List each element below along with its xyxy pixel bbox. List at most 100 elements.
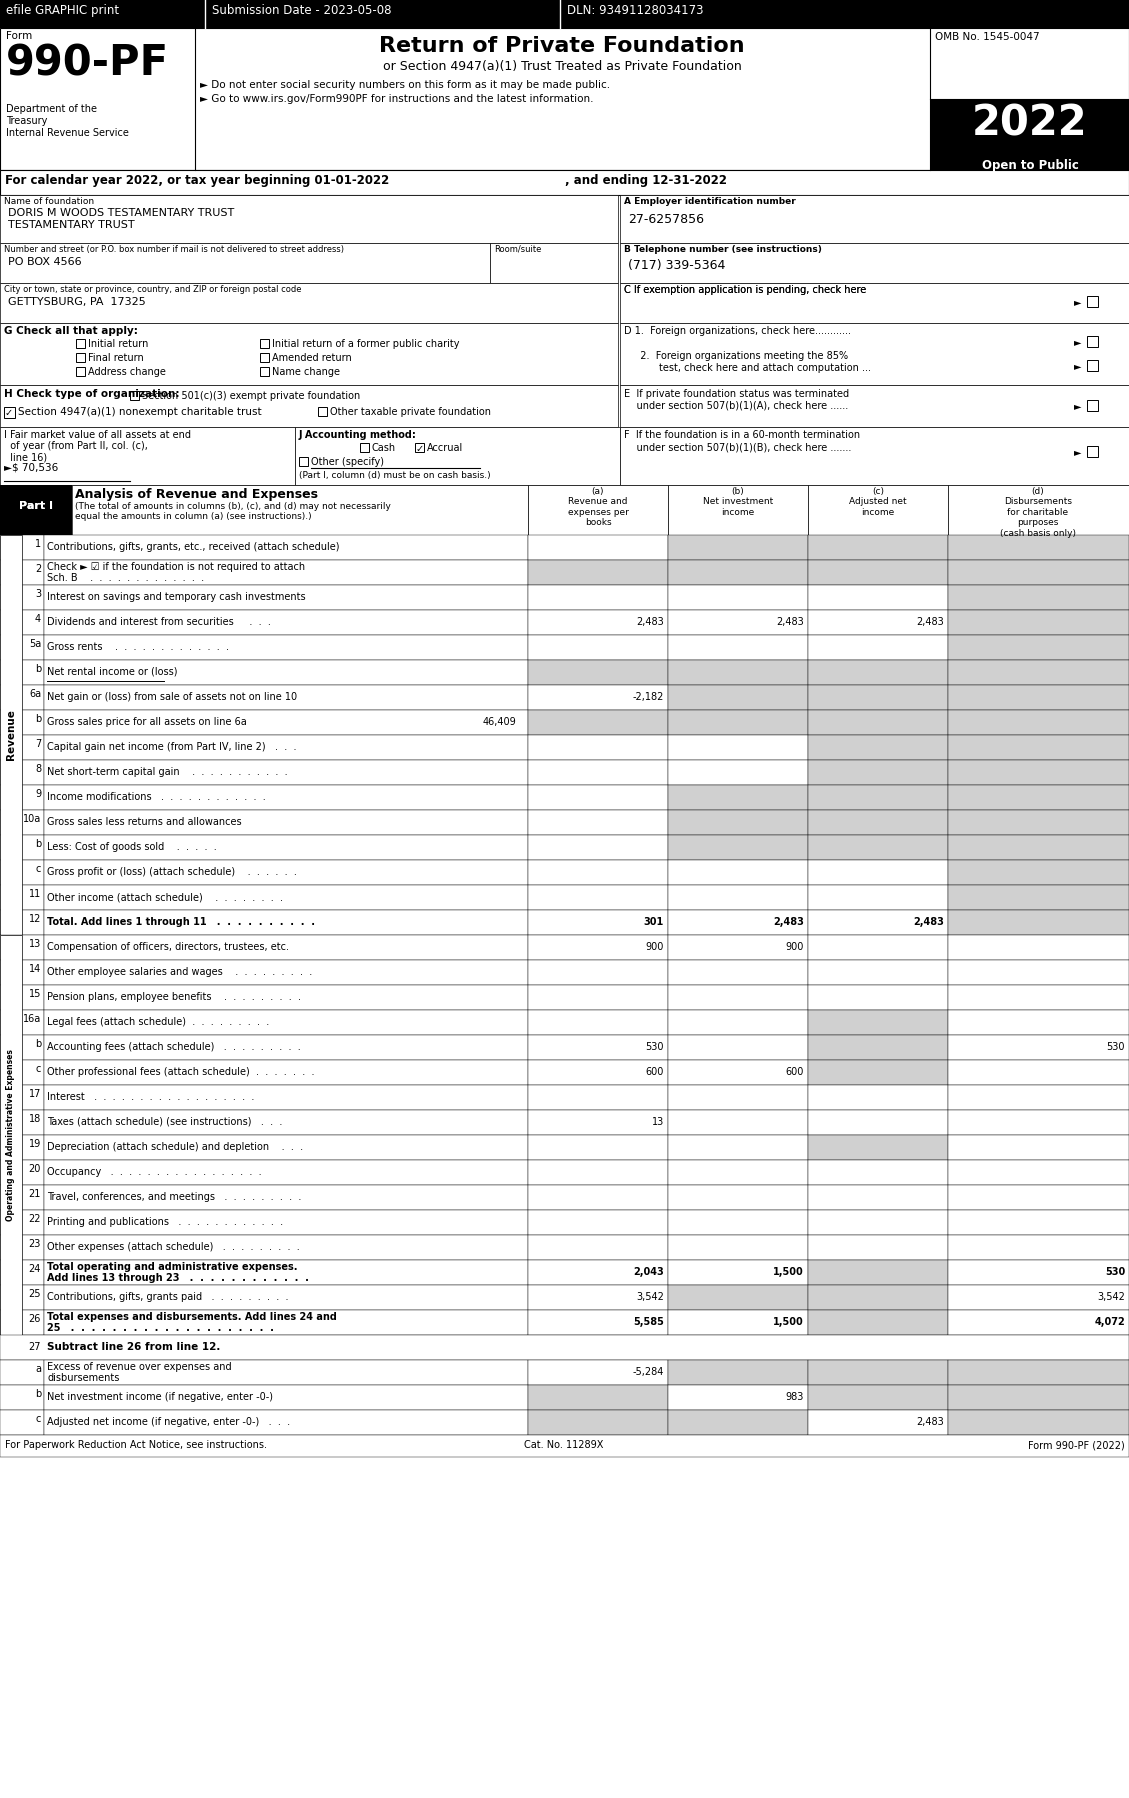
Bar [948, 1359, 1129, 1384]
Text: 990-PF: 990-PF [6, 41, 169, 85]
Text: DORIS M WOODS TESTAMENTARY TRUST: DORIS M WOODS TESTAMENTARY TRUST [8, 209, 234, 218]
Bar [0, 1359, 44, 1384]
Bar [528, 935, 668, 960]
Bar [44, 935, 528, 960]
Text: 301: 301 [644, 917, 664, 928]
Text: -2,182: -2,182 [632, 692, 664, 701]
Bar [808, 536, 948, 559]
Bar [808, 1286, 948, 1311]
Bar [318, 406, 327, 415]
Bar [668, 584, 808, 610]
Bar [44, 635, 528, 660]
Bar [808, 485, 948, 536]
Text: Accrual: Accrual [427, 442, 463, 453]
Text: ✓: ✓ [415, 444, 425, 455]
Text: 3,542: 3,542 [636, 1293, 664, 1302]
Bar [72, 485, 528, 536]
Bar [528, 1210, 668, 1235]
Bar [0, 1084, 44, 1109]
Text: (The total of amounts in columns (b), (c), and (d) may not necessarily: (The total of amounts in columns (b), (c… [75, 502, 391, 511]
Text: 600: 600 [646, 1066, 664, 1077]
Bar [948, 584, 1129, 610]
Bar [620, 194, 1129, 243]
Bar [1087, 336, 1099, 347]
Text: GETTYSBURG, PA  17325: GETTYSBURG, PA 17325 [8, 297, 146, 307]
Bar [44, 559, 528, 584]
Text: Contributions, gifts, grants, etc., received (attach schedule): Contributions, gifts, grants, etc., rece… [47, 541, 340, 552]
Text: 2,483: 2,483 [637, 617, 664, 628]
Text: 25: 25 [28, 1289, 41, 1298]
Bar [0, 485, 72, 536]
Bar [528, 1311, 668, 1334]
Bar [668, 960, 808, 985]
Bar [620, 426, 1129, 485]
Bar [528, 1185, 668, 1210]
Text: c: c [36, 1064, 41, 1073]
Text: City or town, state or province, country, and ZIP or foreign postal code: City or town, state or province, country… [5, 286, 301, 295]
Bar [808, 910, 948, 935]
Text: ► Do not enter social security numbers on this form as it may be made public.: ► Do not enter social security numbers o… [200, 79, 610, 90]
Text: 5,585: 5,585 [633, 1316, 664, 1327]
Bar [528, 859, 668, 885]
Text: 1,500: 1,500 [773, 1268, 804, 1277]
Bar [668, 635, 808, 660]
Bar [948, 559, 1129, 584]
Text: Other employee salaries and wages    .  .  .  .  .  .  .  .  .: Other employee salaries and wages . . . … [47, 967, 313, 976]
Text: 12: 12 [28, 913, 41, 924]
Text: 2022: 2022 [972, 102, 1088, 146]
Text: 530: 530 [1106, 1043, 1124, 1052]
Text: E  If private foundation status was terminated: E If private foundation status was termi… [624, 388, 849, 399]
Bar [1087, 360, 1099, 370]
Bar [668, 610, 808, 635]
Bar [0, 1260, 44, 1286]
Text: efile GRAPHIC print: efile GRAPHIC print [6, 4, 120, 16]
Text: b: b [35, 840, 41, 849]
Text: Check ► ☑ if the foundation is not required to attach: Check ► ☑ if the foundation is not requi… [47, 563, 305, 572]
Text: Interest on savings and temporary cash investments: Interest on savings and temporary cash i… [47, 592, 306, 602]
Bar [528, 985, 668, 1010]
Bar [0, 1235, 44, 1260]
Text: b: b [35, 663, 41, 674]
Bar [0, 1334, 1129, 1359]
Text: -5,284: -5,284 [632, 1366, 664, 1377]
Bar [620, 282, 1129, 324]
Text: (d)
Disbursements
for charitable
purposes
(cash basis only): (d) Disbursements for charitable purpose… [1000, 487, 1076, 538]
Text: test, check here and attach computation ...: test, check here and attach computation … [634, 363, 870, 372]
Text: 21: 21 [28, 1188, 41, 1199]
Bar [44, 985, 528, 1010]
Bar [808, 1235, 948, 1260]
Bar [668, 1036, 808, 1061]
Bar [948, 1185, 1129, 1210]
Bar [299, 457, 308, 466]
Bar [44, 610, 528, 635]
Text: disbursements: disbursements [47, 1374, 120, 1383]
Text: 530: 530 [646, 1043, 664, 1052]
Bar [260, 367, 269, 376]
Text: Adjusted net income (if negative, enter -0-)   .  .  .: Adjusted net income (if negative, enter … [47, 1417, 290, 1428]
Bar [948, 761, 1129, 786]
Text: 2,043: 2,043 [633, 1268, 664, 1277]
Text: Subtract line 26 from line 12.: Subtract line 26 from line 12. [47, 1341, 220, 1352]
Text: 19: 19 [28, 1138, 41, 1149]
Bar [808, 786, 948, 811]
Bar [948, 935, 1129, 960]
Text: Total operating and administrative expenses.: Total operating and administrative expen… [47, 1262, 298, 1271]
Text: 983: 983 [786, 1392, 804, 1402]
Text: 5a: 5a [28, 638, 41, 649]
Bar [0, 685, 44, 710]
Bar [668, 1160, 808, 1185]
Text: Treasury: Treasury [6, 117, 47, 126]
Bar [76, 340, 85, 349]
Bar [948, 1109, 1129, 1135]
Text: (b)
Net investment
income: (b) Net investment income [703, 487, 773, 516]
Text: Gross sales less returns and allowances: Gross sales less returns and allowances [47, 816, 242, 827]
Text: Other (specify): Other (specify) [310, 457, 384, 467]
Text: 8: 8 [35, 764, 41, 773]
Text: ►: ► [1074, 448, 1082, 457]
Text: Cat. No. 11289X: Cat. No. 11289X [524, 1440, 604, 1449]
Bar [0, 935, 21, 1334]
Bar [0, 536, 21, 935]
Bar [668, 536, 808, 559]
Bar [948, 635, 1129, 660]
Bar [490, 243, 618, 282]
